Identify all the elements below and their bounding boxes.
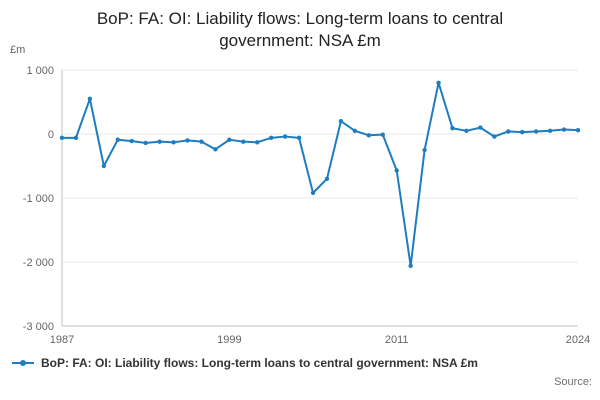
- data-point-marker: [352, 128, 358, 133]
- data-point-marker: [115, 137, 120, 142]
- y-axis-unit-label: £m: [10, 44, 26, 56]
- data-point-marker: [227, 137, 232, 142]
- data-point-marker: [533, 129, 539, 134]
- data-point-marker: [282, 134, 288, 139]
- data-point-marker: [255, 140, 260, 145]
- data-point-marker: [129, 138, 134, 144]
- data-point-marker: [157, 139, 162, 144]
- y-tick-label: 0: [48, 129, 54, 141]
- data-point-marker: [478, 125, 483, 130]
- x-tick-label: 2024: [566, 334, 590, 346]
- legend-line-marker-icon: [12, 358, 34, 368]
- data-point-marker: [380, 132, 385, 137]
- data-point-marker: [366, 133, 372, 138]
- legend-label: BoP: FA: OI: Liability flows: Long-term …: [41, 356, 478, 370]
- data-point-marker: [185, 138, 190, 143]
- x-tick-label: 1999: [217, 334, 241, 346]
- data-point-marker: [73, 135, 79, 141]
- data-point-marker: [464, 128, 469, 133]
- chart-area: 1 000 0 -1 000 -2 000 -3 000 1987 1999 2011 2024: [0, 58, 600, 350]
- y-tick-label: -2 000: [23, 257, 54, 269]
- data-point-marker: [59, 135, 65, 141]
- x-tick-label: 2011: [385, 334, 409, 346]
- data-point-marker: [520, 129, 525, 135]
- data-point-marker: [268, 135, 274, 141]
- data-point-marker: [422, 147, 427, 153]
- data-point-marker: [101, 163, 107, 169]
- data-point-marker: [241, 139, 246, 144]
- data-point-marker: [506, 129, 511, 134]
- data-point-marker: [394, 168, 399, 173]
- x-tick-label: 1987: [50, 334, 74, 346]
- series-line: [61, 81, 579, 267]
- y-tick-label: -1 000: [23, 193, 54, 205]
- page-title: BoP: FA: OI: Liability flows: Long-term …: [96, 9, 504, 51]
- y-tick-label: 1 000: [26, 65, 54, 77]
- data-point-marker: [171, 140, 176, 145]
- data-point-marker: [436, 80, 441, 85]
- data-point-marker: [450, 126, 455, 131]
- data-point-marker: [492, 134, 497, 139]
- data-point-marker: [199, 139, 204, 144]
- data-point-marker: [338, 119, 344, 124]
- data-point-marker: [575, 127, 581, 133]
- source-label: Source:: [554, 376, 592, 388]
- data-point-marker: [561, 127, 567, 132]
- y-tick-label: -3 000: [23, 321, 54, 333]
- legend-dot-icon: [20, 360, 26, 366]
- data-point-marker: [310, 190, 316, 196]
- legend-item[interactable]: BoP: FA: OI: Liability flows: Long-term …: [12, 356, 478, 370]
- data-point-marker: [143, 140, 148, 146]
- data-point-marker: [408, 263, 413, 269]
- data-point-marker: [296, 135, 302, 141]
- data-point-marker: [213, 147, 218, 152]
- data-point-marker: [324, 176, 330, 181]
- data-point-marker: [547, 128, 553, 133]
- data-point-marker: [87, 96, 93, 101]
